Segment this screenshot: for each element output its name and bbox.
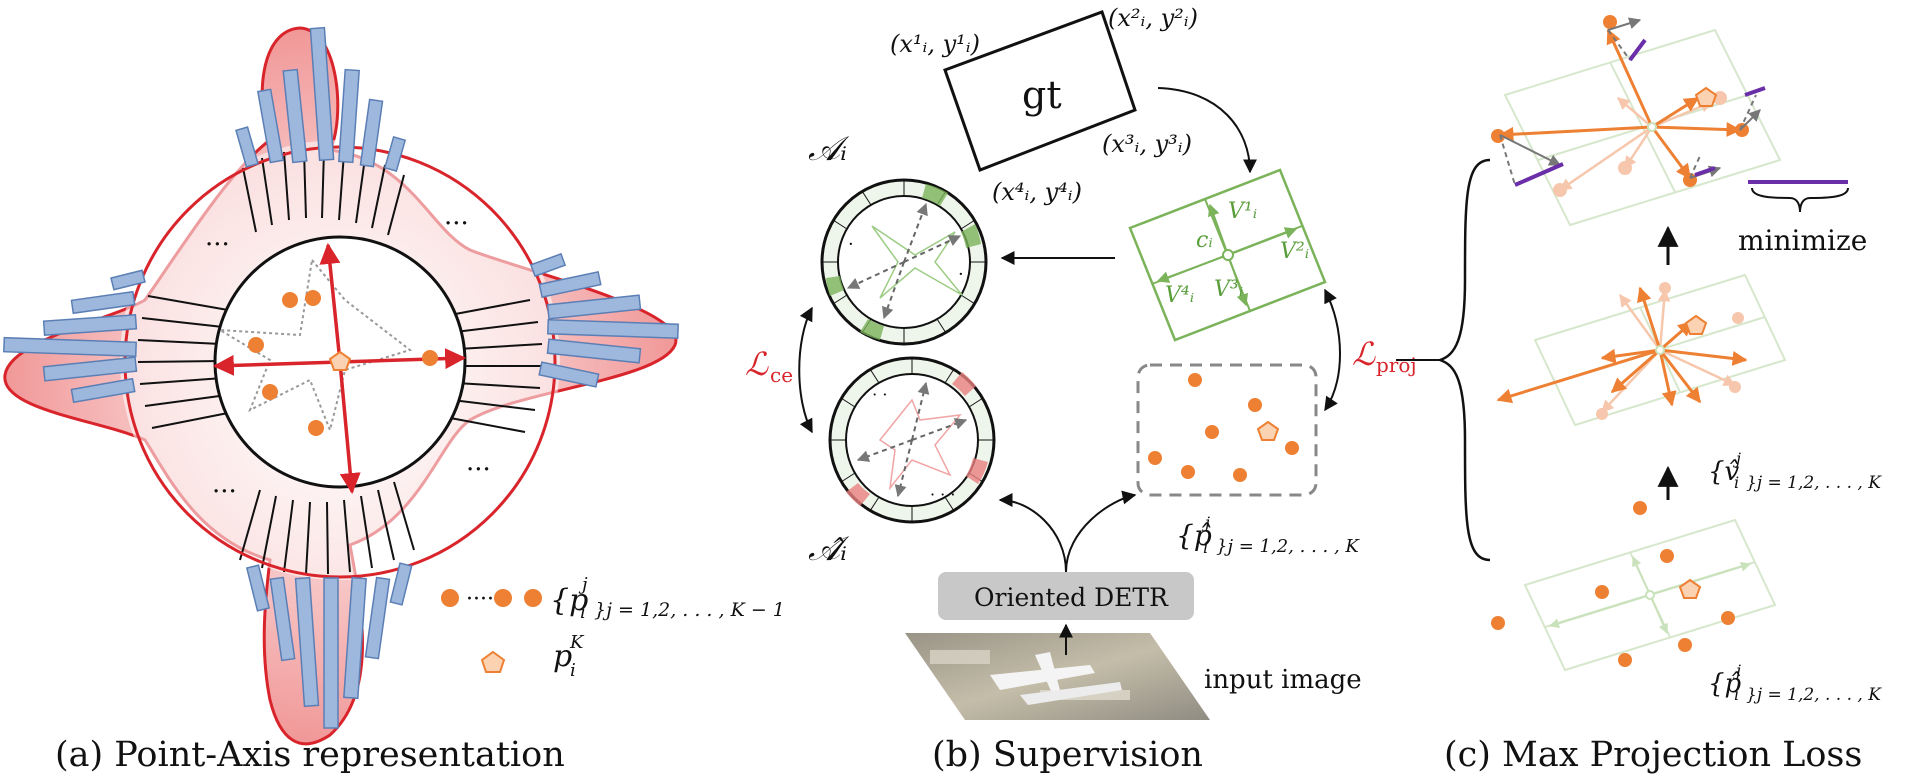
pred-points-box xyxy=(1136,363,1318,497)
panel-a-point-axis: ··· ··· ··· ··· ····· {p j xyxy=(3,26,785,775)
oriented-detr-box xyxy=(938,572,1194,620)
ellipsis-top-left: ··· xyxy=(205,230,230,260)
vector-v1: V¹ᵢ xyxy=(1228,199,1257,224)
svg-text:· · ·: · · · xyxy=(930,485,955,504)
loss-proj: ℒ xyxy=(1352,335,1376,373)
point-set-sub: i xyxy=(580,602,586,623)
panel-b-supervision: gt (x¹ᵢ, y¹ᵢ) (x²ᵢ, y²ᵢ) (x³ᵢ, y³ᵢ) (x⁴ᵢ… xyxy=(745,4,1417,775)
point-set-sup: j xyxy=(578,574,588,595)
panel-c-max-projection: minimize xyxy=(1396,15,1882,775)
v-set-sub: i xyxy=(1734,473,1739,492)
caption-a: (a) Point-Axis representation xyxy=(55,735,565,775)
principal-axes xyxy=(212,242,467,495)
vector-v2: V²ᵢ xyxy=(1280,239,1309,264)
bottom-projection-box xyxy=(1491,501,1777,672)
loss-proj-sub: proj xyxy=(1376,353,1417,377)
airplane-outline xyxy=(219,257,413,434)
axis-bins xyxy=(137,149,543,575)
axis-circle-pred: · · · · · · xyxy=(828,356,996,524)
corner-3: (x³ᵢ, y³ᵢ) xyxy=(1102,130,1192,158)
pred-points-label: {p̂ xyxy=(1176,519,1212,552)
oriented-detr-label: Oriented DETR xyxy=(974,583,1169,612)
ellipsis-bottom-right: ··· xyxy=(466,455,491,485)
pred-points xyxy=(1148,373,1299,482)
pred-points-range: }j = 1,2, . . . , K xyxy=(1216,536,1360,557)
loss-ce: ℒ xyxy=(745,345,769,383)
ellipsis-bottom-left: ··· xyxy=(212,477,237,507)
center-sup: K xyxy=(569,632,585,653)
axis-label-gt: 𝒜ᵢ xyxy=(808,129,850,169)
center-point-pentagon xyxy=(328,350,352,371)
top-projection-box xyxy=(1491,15,1782,227)
minimize-label: minimize xyxy=(1738,224,1867,257)
p-set-label: {p̂ xyxy=(1708,669,1742,699)
p-set-range: }j = 1,2, . . . , K xyxy=(1746,685,1882,705)
gt-box xyxy=(943,10,1137,172)
svg-text:· · ·: · · · xyxy=(862,385,887,404)
v-set-sup: j xyxy=(1733,449,1741,468)
loss-ce-sub: ce xyxy=(770,363,793,387)
v-set-range: }j = 1,2, . . . , K xyxy=(1746,473,1882,493)
center-label: p xyxy=(553,639,572,674)
caption-c: (c) Max Projection Loss xyxy=(1444,735,1862,775)
bin-bars xyxy=(3,26,679,729)
input-image-label: input image xyxy=(1204,665,1362,695)
brace xyxy=(1436,158,1491,562)
p-set-sub: i xyxy=(1734,685,1739,704)
corner-2: (x²ᵢ, y²ᵢ) xyxy=(1108,4,1198,32)
pred-points-sub: i xyxy=(1203,538,1208,557)
projection-box: cᵢ V¹ᵢ V²ᵢ V³ᵢ V⁴ᵢ xyxy=(1128,168,1327,342)
gt-label: gt xyxy=(1022,73,1062,117)
v-set-label: {v̂ xyxy=(1708,457,1740,487)
panel-a-legend: ····· {p j i }j = 1,2, . . . , K − 1 p K… xyxy=(441,574,785,681)
axis-label-pred: 𝒜̂ᵢ xyxy=(808,529,850,569)
sample-points xyxy=(248,290,438,436)
input-image xyxy=(905,633,1210,720)
point-set-label: {p xyxy=(550,583,588,618)
axis-circle-gt: · · xyxy=(820,178,988,346)
svg-text:·: · xyxy=(848,234,854,255)
svg-text:·: · xyxy=(958,264,964,285)
ellipsis-top-right: ··· xyxy=(444,209,469,239)
middle-projection-box xyxy=(1496,273,1787,427)
corner-1: (x¹ᵢ, y¹ᵢ) xyxy=(890,30,980,58)
corner-4: (x⁴ᵢ, y⁴ᵢ) xyxy=(992,178,1082,206)
vector-v3: V³ᵢ xyxy=(1214,277,1243,302)
pred-points-sup: j xyxy=(1202,513,1210,532)
p-set-sup: j xyxy=(1733,661,1741,680)
caption-b: (b) Supervision xyxy=(932,735,1203,775)
point-set-range: }j = 1,2, . . . , K − 1 xyxy=(594,599,785,621)
center-c: cᵢ xyxy=(1196,228,1213,253)
vector-v4: V⁴ᵢ xyxy=(1165,283,1194,308)
center-sub: i xyxy=(570,660,576,681)
